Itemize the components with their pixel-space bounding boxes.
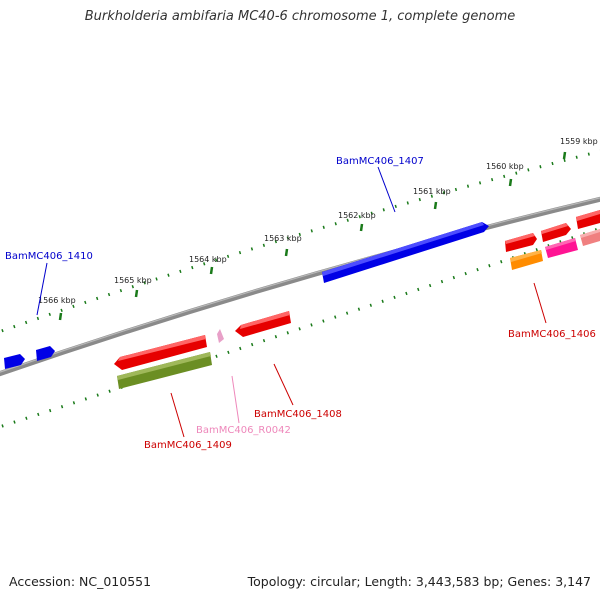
gene-label-r0042[interactable]: BamMC406_R0042 [196,425,291,436]
tick-label-1562: 1562 kbp [338,211,376,220]
gene-right-forward-1[interactable] [505,233,537,252]
tick-label-1563: 1563 kbp [264,234,302,243]
tick-label-1560: 1560 kbp [486,162,524,171]
leader-lines [36,166,547,438]
upper-ruler [0,149,600,334]
gene-label-1407[interactable]: BamMC406_1407 [336,156,424,167]
gene-1409-green-arrow[interactable] [117,352,212,389]
lower-ruler [0,226,600,429]
gene-1406-orange-arrow[interactable] [510,250,543,270]
tick-label-1565: 1565 kbp [114,276,152,285]
accession-text: Accession: NC_010551 [9,574,152,589]
gene-1410-arrow[interactable] [4,346,55,369]
genome-summary-text: Topology: circular; Length: 3,443,583 bp… [247,574,591,589]
gene-right-reverse-salmon[interactable] [580,229,600,246]
chromosome-backbone-highlight [0,197,600,373]
gene-label-1410[interactable]: BamMC406_1410 [5,251,93,262]
gene-right-reverse-pink[interactable] [545,238,578,258]
chromosome-backbone [0,196,600,377]
gene-right-forward-2[interactable] [541,223,571,242]
gene-label-1409[interactable]: BamMC406_1409 [144,440,232,451]
major-ticks [58,151,567,321]
gene-label-1406[interactable]: BamMC406_1406 [508,329,596,340]
gene-right-forward-3[interactable] [576,210,600,229]
tick-label-1561: 1561 kbp [413,187,451,196]
tick-label-1559: 1559 kbp [560,137,598,146]
rna-r0042-marker[interactable] [217,329,224,343]
gene-1409-red-arrow[interactable] [114,335,207,370]
tick-label-1566: 1566 kbp [38,296,76,305]
gene-1407-arrow[interactable] [322,222,489,283]
tick-label-1564: 1564 kbp [189,255,227,264]
gene-1408-arrow[interactable] [235,311,291,337]
gene-label-1408[interactable]: BamMC406_1408 [254,409,342,420]
genome-title: Burkholderia ambifaria MC40-6 chromosome… [84,9,516,24]
